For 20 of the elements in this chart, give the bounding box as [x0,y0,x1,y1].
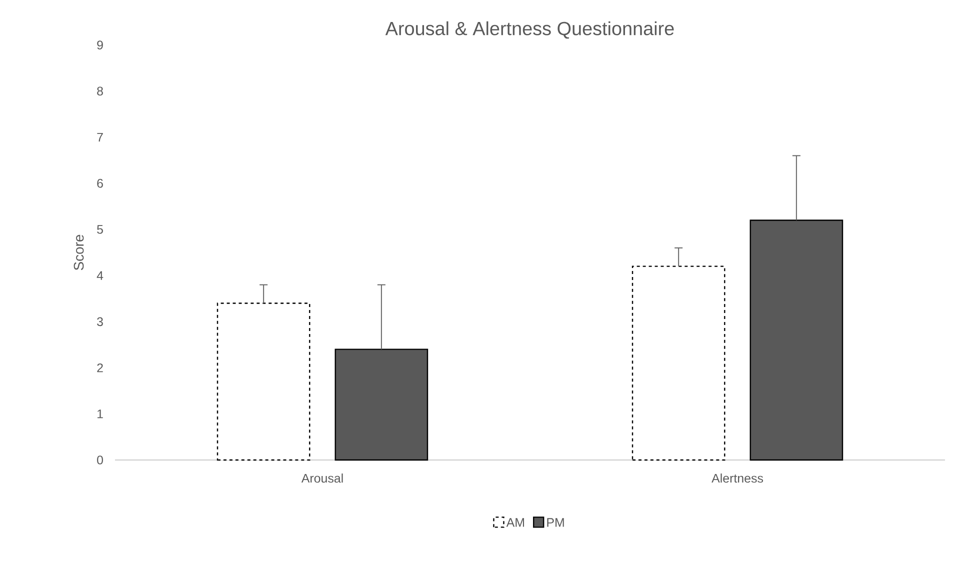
y-tick-label: 1 [98,410,103,418]
y-tick-label: 9 [97,40,103,50]
legend-label: PM [547,518,564,527]
y-axis-title: Score [74,234,84,270]
y-tick-label: 6 [97,178,103,188]
y-tick-label: 5 [97,225,103,234]
y-tick-label: 2 [97,363,103,372]
x-tick-label: Arousal [301,474,343,483]
chart-title: Arousal & Alertness Questionnaire [385,21,674,39]
legend-label: AM [506,518,524,527]
bar [216,302,310,461]
bar [750,220,844,461]
bar [334,348,428,461]
x-tick-label: Alertness [712,474,764,483]
bar [632,266,726,461]
y-tick-label: 4 [96,271,104,280]
y-tick-label: 3 [97,317,103,326]
y-tick-label: 7 [97,132,103,142]
y-tick-label: 8 [97,86,103,96]
y-tick-label: 0 [97,456,103,464]
